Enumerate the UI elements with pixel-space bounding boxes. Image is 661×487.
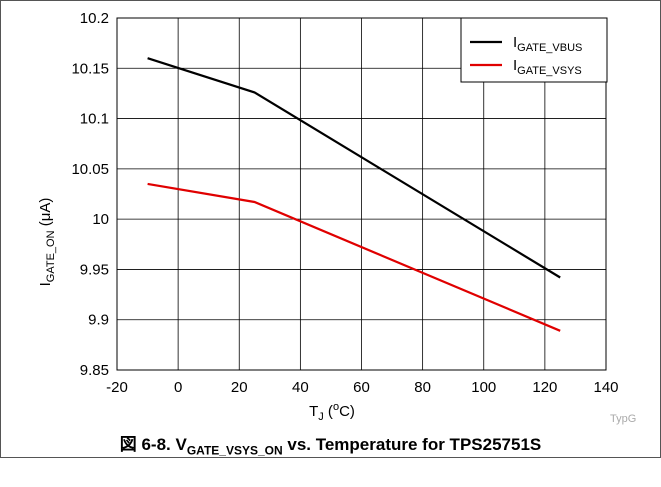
x-tick-label: 120 — [532, 379, 557, 396]
legend-label-gate-vsys: IGATE_VSYS — [513, 57, 582, 77]
y-tick-label: 10.1 — [80, 111, 109, 128]
x-tick-label: -20 — [106, 379, 128, 396]
watermark-label: TypG — [610, 413, 637, 425]
x-tick-label: 0 — [174, 379, 182, 396]
series-line-gate-vbus — [147, 57, 561, 279]
series-lines — [147, 57, 561, 332]
x-axis-label: TJ (oC) — [309, 401, 355, 423]
x-tick-label: 20 — [231, 379, 248, 396]
plot-area-border — [116, 17, 607, 371]
figure-caption: 図 6-8. VGATE_VSYS_ON vs. Temperature for… — [119, 435, 542, 458]
y-tick-label: 9.9 — [88, 312, 109, 329]
x-tick-label: 40 — [292, 379, 309, 396]
y-tick-label: 9.95 — [80, 261, 109, 278]
series-line-gate-vsys — [147, 182, 561, 332]
y-tick-labels: 9.85 9.9 9.95 10 10.05 10.1 10.15 10.2 — [71, 10, 109, 379]
legend-box — [460, 17, 608, 83]
line-chart: 9.85 9.9 9.95 10 10.05 10.1 10.15 10.2 -20 0 20 40… — [37, 10, 619, 423]
x-tick-label: 140 — [593, 379, 618, 396]
y-axis-label: IGATE_ON (μA) — [37, 198, 57, 287]
y-tick-label: 10 — [92, 211, 109, 228]
y-tick-label: 10.2 — [80, 10, 109, 27]
x-tick-label: 100 — [471, 379, 496, 396]
x-tick-label: 60 — [353, 379, 370, 396]
x-tick-label: 80 — [414, 379, 431, 396]
legend-label-gate-vbus: IGATE_VBUS — [513, 34, 582, 54]
y-tick-label: 10.05 — [71, 161, 109, 178]
y-tick-label: 10.15 — [71, 60, 109, 77]
x-tick-labels: -20 0 20 40 60 80 100 120 140 — [106, 379, 618, 396]
y-tick-label: 9.85 — [80, 362, 109, 379]
legend: IGATE_VBUS IGATE_VSYS — [460, 17, 608, 83]
